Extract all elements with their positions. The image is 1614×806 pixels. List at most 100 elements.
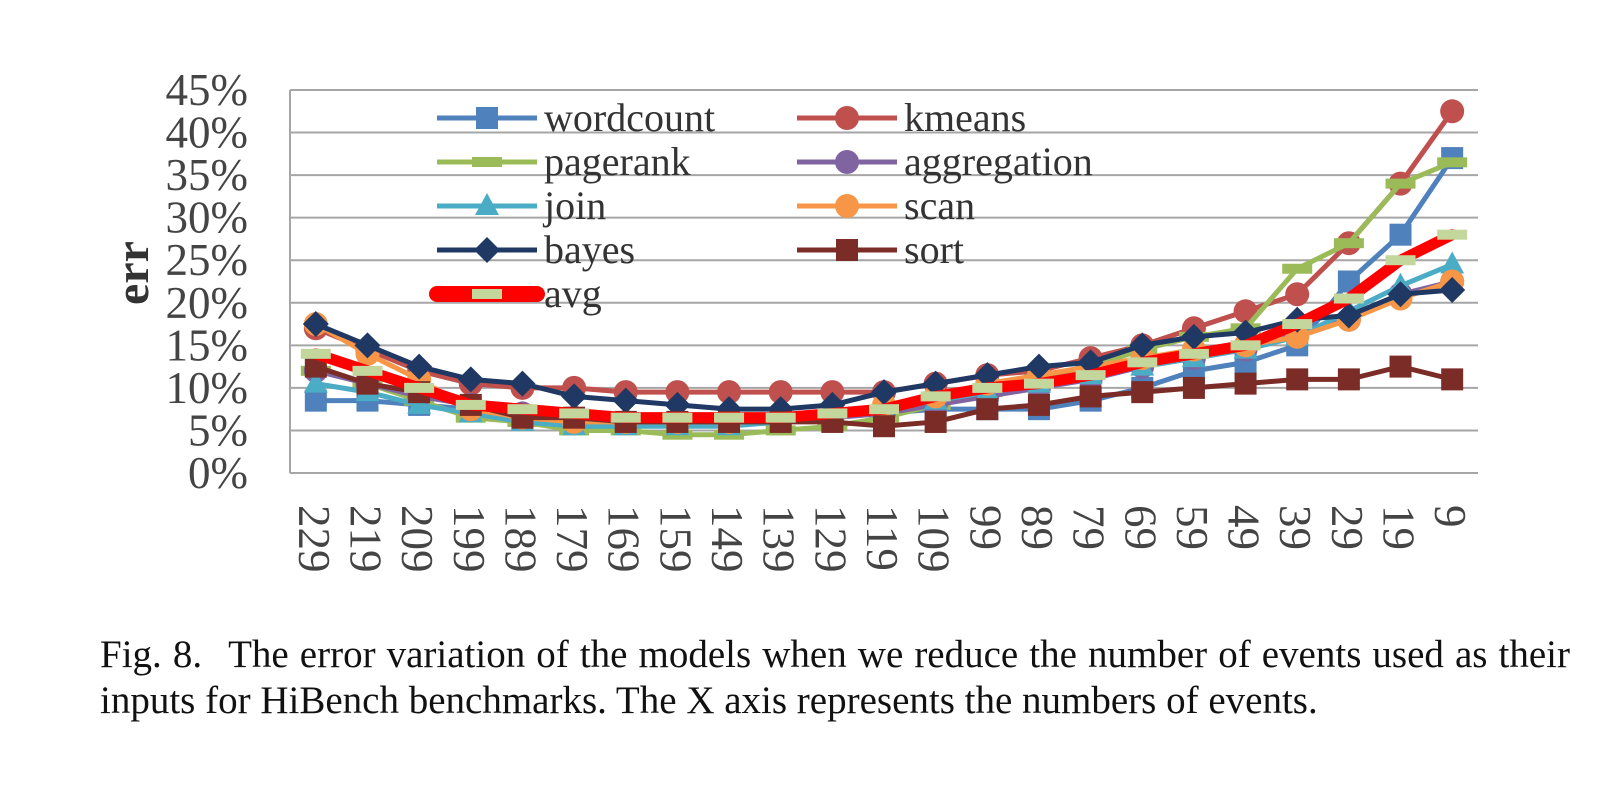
- point-sort: [1131, 381, 1154, 404]
- y-tick-label: 35%: [166, 150, 249, 200]
- x-tick-label: 229: [289, 505, 339, 573]
- x-tick-label: 109: [909, 505, 959, 573]
- point-avg: [404, 382, 435, 393]
- x-tick-label: 39: [1270, 505, 1320, 550]
- y-tick-label: 10%: [166, 363, 249, 413]
- point-sort: [1286, 368, 1309, 391]
- point-bayes: [509, 370, 536, 397]
- point-avg: [662, 412, 693, 423]
- x-tick-label: 69: [1115, 505, 1165, 550]
- legend-label: kmeans: [904, 95, 1026, 140]
- x-tick-label: 199: [444, 505, 494, 573]
- error-variation-line-chart: 0%5%10%15%20%25%30%35%40%45% 229 219 209 19…: [106, 65, 1478, 573]
- y-tick-label: 5%: [188, 405, 248, 455]
- x-tick-label: 9: [1425, 505, 1475, 528]
- legend-item-scan: scan: [797, 183, 975, 228]
- legend-label: wordcount: [544, 95, 715, 140]
- point-avg: [352, 365, 383, 376]
- point-sort: [1389, 355, 1412, 378]
- point-avg: [300, 348, 331, 359]
- point-sort: [1182, 376, 1205, 399]
- y-axis-label: err: [106, 241, 159, 305]
- x-tick-label: 79: [1064, 505, 1114, 550]
- point-avg: [610, 412, 641, 423]
- point-join: [1440, 251, 1465, 274]
- legend-swatch-marker: [835, 106, 859, 130]
- series-avg: [300, 229, 1468, 424]
- point-avg: [1282, 319, 1313, 330]
- point-avg: [1437, 229, 1468, 240]
- y-axis-ticks: 0%5%10%15%20%25%30%35%40%45%: [166, 65, 249, 498]
- x-tick-label: 219: [340, 505, 390, 573]
- caption-label: Fig. 8.: [100, 633, 203, 676]
- y-tick-label: 45%: [166, 65, 249, 115]
- point-sort: [976, 398, 999, 421]
- point-kmeans: [768, 380, 793, 405]
- x-tick-label: 169: [599, 505, 649, 573]
- point-sort: [1234, 372, 1257, 395]
- legend-item-avg: avg: [429, 271, 602, 316]
- point-sort: [1079, 385, 1102, 408]
- point-kmeans: [1440, 99, 1465, 124]
- legend-swatch-marker: [472, 157, 502, 167]
- point-avg: [714, 412, 745, 423]
- legend-swatch-marker: [835, 194, 859, 218]
- point-bayes: [974, 362, 1001, 389]
- y-tick-label: 40%: [166, 108, 249, 158]
- series-bayes: [302, 277, 1466, 423]
- point-avg: [1127, 357, 1158, 368]
- point-bayes: [561, 383, 588, 410]
- point-wordcount: [1389, 223, 1412, 246]
- point-bayes: [302, 311, 329, 338]
- legend-label: join: [542, 183, 606, 228]
- point-bayes: [1439, 277, 1466, 304]
- legend-label: scan: [904, 183, 975, 228]
- legend-item-pagerank: pagerank: [437, 139, 691, 184]
- point-sort: [924, 410, 947, 433]
- point-wordcount: [1337, 270, 1360, 293]
- legend-item-aggregation: aggregation: [797, 139, 1093, 184]
- point-bayes: [1180, 323, 1207, 350]
- point-avg: [1023, 378, 1054, 389]
- point-sort: [873, 415, 895, 438]
- point-kmeans: [1233, 299, 1258, 324]
- point-bayes: [406, 353, 433, 380]
- y-tick-label: 25%: [166, 235, 249, 285]
- point-avg: [1385, 255, 1416, 266]
- legend: wordcount kmeans pagerank aggregation join sc…: [429, 95, 1093, 316]
- point-bayes: [871, 379, 897, 406]
- legend-item-join: join: [437, 183, 606, 228]
- x-tick-label: 119: [857, 505, 907, 571]
- x-tick-label: 139: [754, 505, 804, 573]
- point-avg: [1333, 293, 1364, 304]
- x-tick-label: 209: [392, 505, 442, 573]
- legend-label: bayes: [544, 227, 635, 272]
- legend-label: pagerank: [544, 139, 691, 184]
- x-tick-label: 189: [495, 505, 545, 573]
- point-bayes: [1025, 353, 1052, 380]
- point-avg: [455, 399, 486, 410]
- y-tick-label: 30%: [166, 193, 249, 243]
- legend-label: avg: [544, 271, 602, 316]
- point-avg: [972, 382, 1003, 393]
- point-bayes: [1129, 332, 1156, 359]
- point-bayes: [457, 366, 484, 393]
- x-tick-label: 179: [547, 505, 597, 573]
- x-tick-label: 149: [702, 505, 752, 573]
- point-pagerank: [1437, 157, 1468, 168]
- figure-caption: Fig. 8. The error variation of the models…: [100, 632, 1570, 724]
- point-avg: [1075, 370, 1106, 381]
- legend-item-wordcount: wordcount: [437, 95, 715, 140]
- point-pagerank: [1385, 178, 1416, 189]
- point-sort: [1337, 368, 1360, 391]
- x-tick-label: 159: [650, 505, 700, 573]
- series-lines: [300, 99, 1468, 440]
- point-bayes: [354, 332, 381, 359]
- point-avg: [817, 408, 848, 419]
- point-avg: [920, 391, 951, 402]
- x-tick-label: 59: [1167, 505, 1217, 550]
- x-tick-label: 29: [1322, 505, 1372, 550]
- point-kmeans: [717, 380, 742, 405]
- legend-swatch-marker: [835, 150, 859, 174]
- legend-label: sort: [904, 227, 964, 272]
